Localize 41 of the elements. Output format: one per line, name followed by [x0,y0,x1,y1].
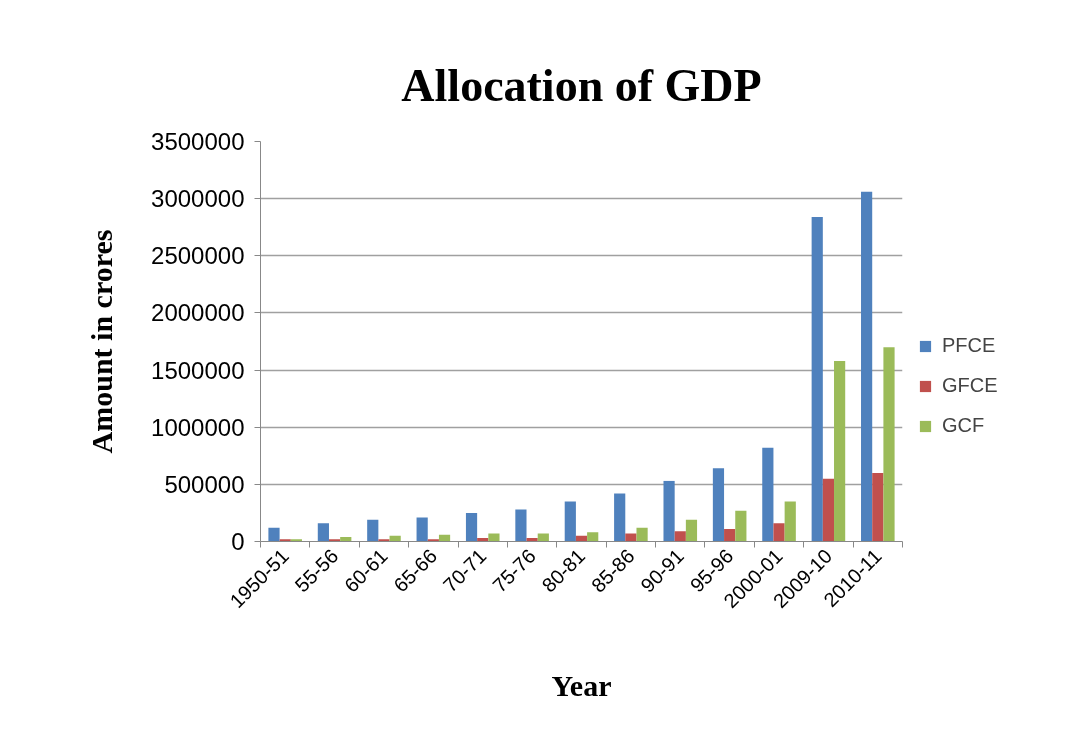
bar [861,191,873,542]
x-axis-title: Year [551,669,612,703]
bar [735,510,747,542]
y-tick-label: 3500000 [151,128,245,155]
bar [674,531,686,542]
bar [564,501,576,542]
bar [773,523,785,542]
legend-label: PFCE [942,334,996,357]
bar [883,347,895,542]
bar [515,509,527,542]
legend-label: GFCE [942,374,998,397]
bar [378,539,390,542]
bar [762,447,774,542]
legend-label: GCF [942,414,985,437]
bar [614,493,626,542]
y-tick-label: 2500000 [151,242,245,270]
chart-title: Allocation of GDP [401,59,762,111]
y-tick-label: 0 [231,528,245,555]
bar [685,519,698,542]
bar [488,533,500,542]
y-tick-label: 1500000 [151,356,245,384]
y-tick-label: 2000000 [151,299,245,327]
bar [367,519,379,542]
bar [663,480,675,542]
bar [784,501,796,542]
y-tick-label: 3000000 [151,185,245,213]
bar [465,512,478,542]
bar [712,468,725,542]
y-tick-label: 500000 [164,470,245,498]
bar [317,523,329,542]
bar [636,527,648,542]
bar [268,527,280,542]
bar [724,528,736,542]
bar [872,472,884,542]
bar [416,517,428,542]
y-tick-label: 1000000 [151,413,245,441]
y-axis-title: Amount in crores [85,229,119,454]
bar [834,360,846,542]
bar [822,478,835,542]
bar [811,216,823,542]
bar [587,532,599,542]
